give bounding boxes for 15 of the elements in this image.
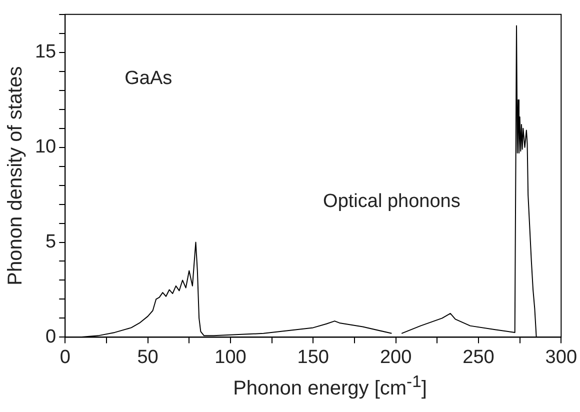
x-tick-label: 150 (297, 346, 329, 368)
y-axis-title: Phonon density of states (4, 66, 27, 286)
annotation: Optical phonons (323, 190, 460, 212)
y-tick-label: 15 (34, 42, 56, 63)
x-tick-label: 200 (380, 346, 412, 368)
y-tick-label: 5 (46, 231, 56, 252)
annotation: GaAs (124, 68, 172, 90)
y-tick-label: 0 (46, 326, 56, 348)
x-tick-label: 100 (214, 346, 246, 368)
x-tick-label: 50 (137, 346, 158, 368)
x-tick-label: 250 (462, 346, 494, 368)
y-tick-label: 10 (34, 136, 56, 158)
x-tick-label: 300 (545, 346, 577, 368)
x-tick-label: 0 (60, 346, 70, 368)
x-axis-title: Phonon energy [cm$^{-1}$] (232, 372, 428, 401)
